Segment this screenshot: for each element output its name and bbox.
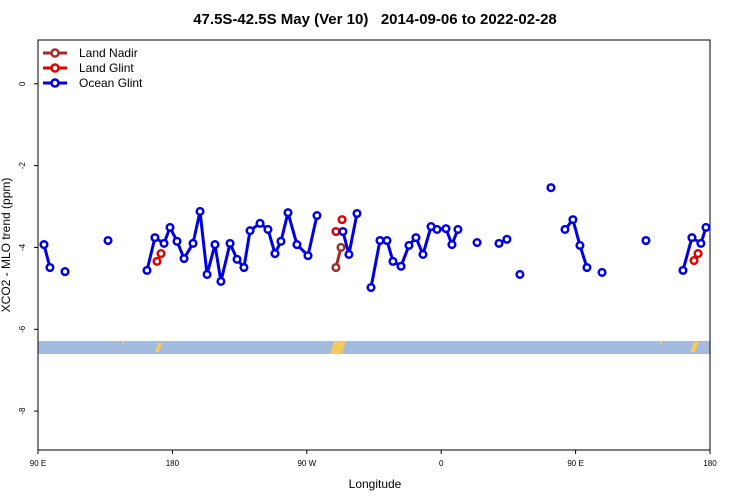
data-point [270,249,280,259]
data-point [575,240,585,250]
data-point [352,208,362,219]
data-point [103,235,113,246]
data-point [582,262,592,273]
data-point [336,242,346,253]
data-point [165,222,175,232]
data-point [60,267,70,277]
x-axis-label: Longitude [349,477,402,491]
data-point [568,215,578,225]
data-point [303,251,313,261]
land-band [38,341,710,354]
data-point [687,233,697,243]
data-point [396,261,406,271]
data-point [331,262,341,273]
data-point [641,235,651,246]
data-point [216,276,226,286]
data-point [331,226,341,237]
data-point [366,283,376,293]
data-point [337,215,347,225]
data-point [263,224,273,235]
data-point [150,233,160,243]
legend-label: Ocean Glint [79,76,143,90]
data-point [447,240,457,250]
data-point [560,224,570,235]
data-point [195,206,205,216]
data-point [546,183,556,193]
data-point [502,234,512,244]
data-point [232,254,242,264]
data-point [453,224,463,235]
data-point [39,240,49,250]
plot-frame [37,39,711,451]
data-point [432,224,442,235]
data-point [515,269,525,280]
data-point [494,238,504,248]
data-point [418,249,428,259]
data-point [202,269,212,280]
data-point [597,267,607,277]
x-tick-label: 90 E [567,459,583,468]
x-tick-label: 180 [166,459,180,468]
series-line [42,209,708,288]
data-point [179,253,189,264]
data-point [472,237,482,248]
chart-title: 47.5S-42.5S May (Ver 10) 2014-09-06 to 2… [193,11,557,28]
legend-marker [50,48,60,58]
data-point [159,238,169,248]
data-point [276,236,286,246]
data-point [45,262,55,273]
legend-label: Land Nadir [79,46,138,60]
data-point [292,240,302,250]
data-point [312,210,322,221]
y-axis-label: XCO2 - MLO trend (ppm) [0,178,13,313]
data-point [210,240,220,250]
data-point [188,238,198,248]
data-point [678,265,688,275]
x-tick-label: 90 E [30,459,46,468]
x-tick-label: 0 [439,459,444,468]
data-point [152,256,162,266]
data-point [696,238,706,248]
data-point [283,208,293,218]
data-point [701,222,711,232]
data-point [172,236,182,246]
data-point [411,233,421,243]
data-point [388,256,398,266]
data-point [338,226,348,237]
data-point [245,226,255,236]
data-point [142,265,152,275]
x-tick-label: 180 [703,459,717,468]
data-point [689,255,699,266]
data-point [225,238,235,248]
legend-marker [50,78,60,88]
data-point [404,240,414,250]
legend-marker [50,63,60,73]
y-tick-label: -6 [18,325,27,333]
x-tick-label: 90 W [297,459,316,468]
data-point [344,249,354,259]
y-tick-label: -8 [18,407,27,415]
y-tick-label: -4 [18,243,27,251]
data-point [239,262,249,273]
legend-label: Land Glint [79,61,134,75]
data-point [693,249,703,259]
data-point [441,224,451,234]
data-point [382,235,392,246]
y-tick-label: -2 [18,162,27,170]
data-point [156,249,166,259]
y-tick-label: 0 [18,81,27,86]
land-patches [122,341,699,354]
data-point [255,218,265,228]
data-point [375,235,385,246]
